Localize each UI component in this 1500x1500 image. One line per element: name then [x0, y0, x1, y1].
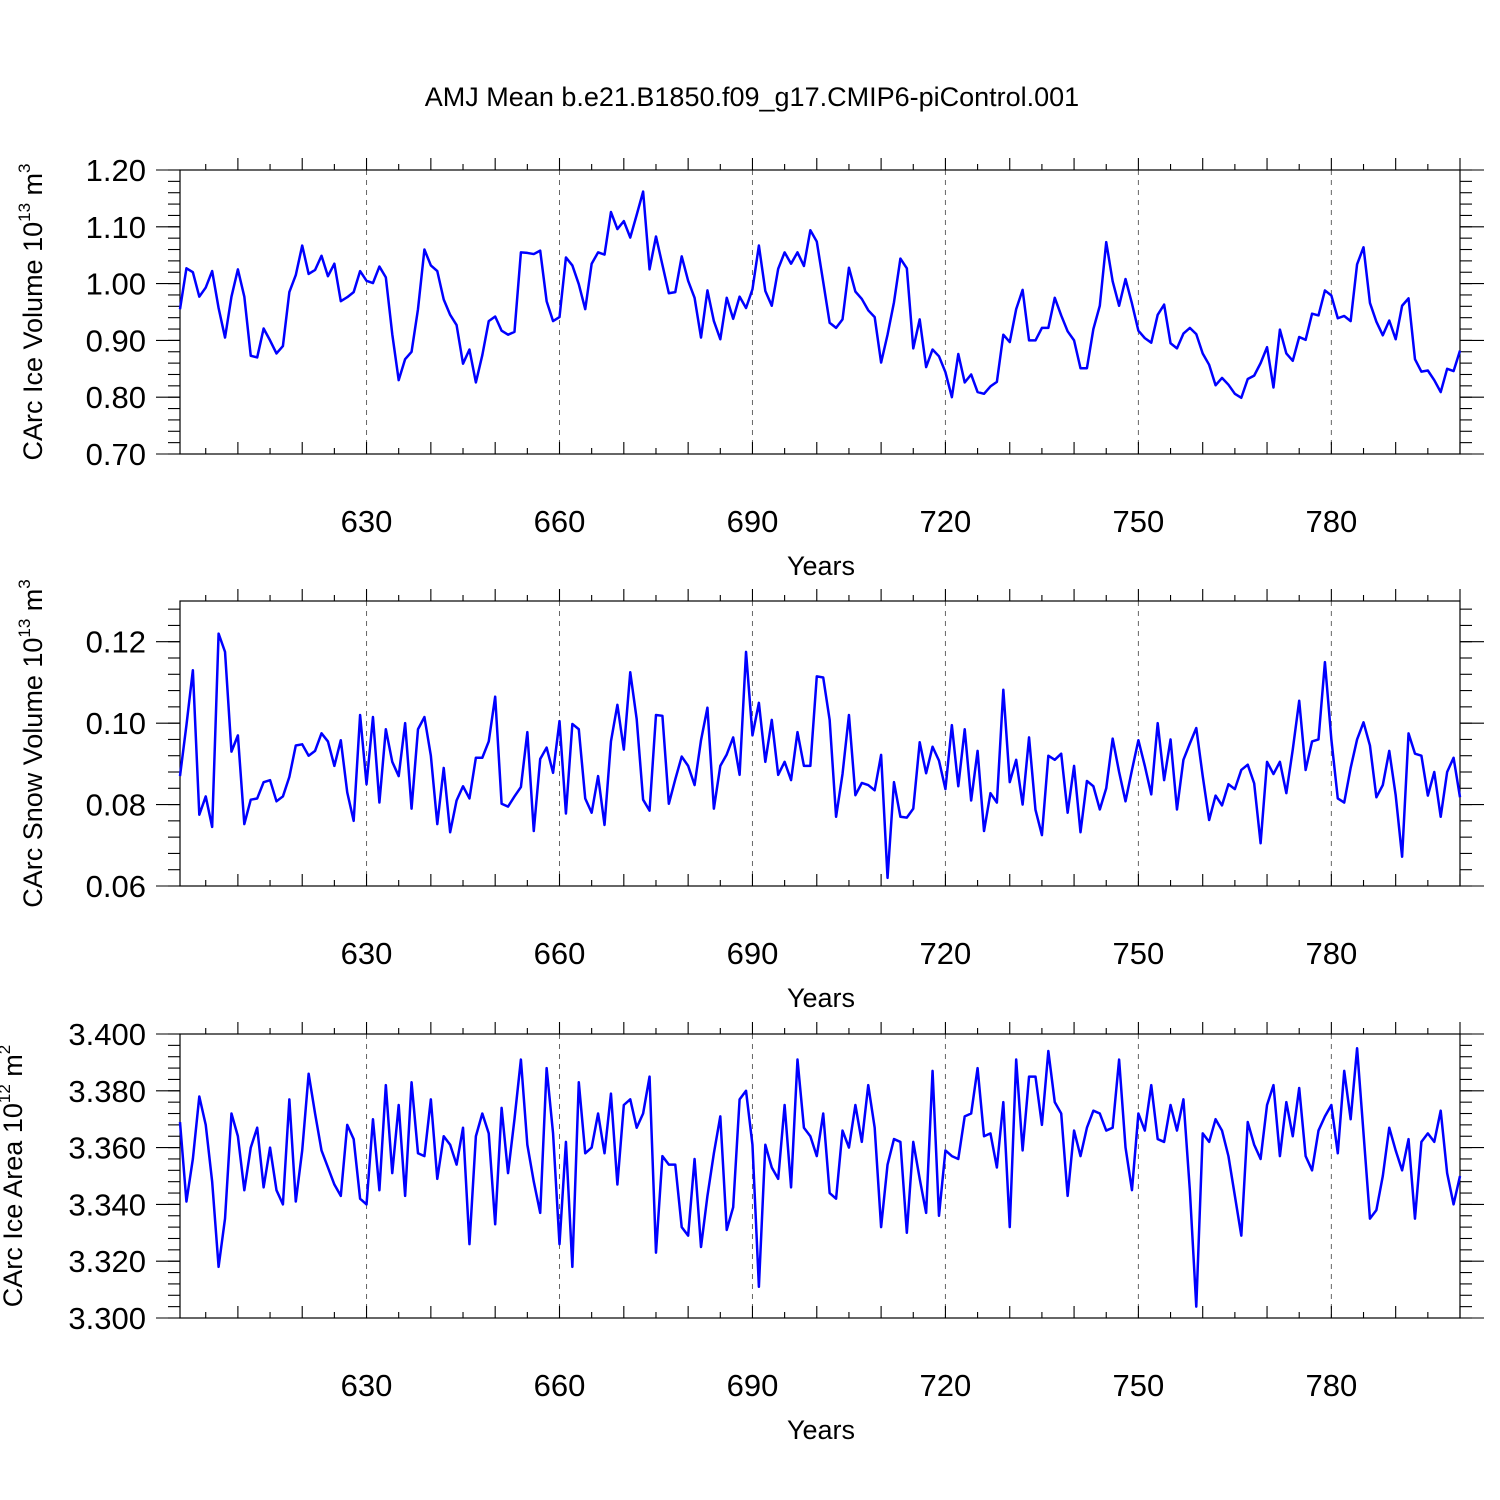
- y-tick-label: 3.300: [68, 1301, 146, 1336]
- y-axis-label-text: m: [0, 1054, 28, 1084]
- y-tick-label: 3.320: [68, 1244, 146, 1279]
- panel-ice-volume: 630 660 690 720 750 780 Years 0.70 0.80 0.90 1.00 1…: [15, 153, 1484, 581]
- series-line-ice-area: [178, 1046, 1462, 1308]
- y-tick-label: 0.12: [86, 625, 146, 660]
- x-tick-label: 660: [534, 936, 586, 971]
- y-tick-label: 0.06: [86, 869, 146, 904]
- x-axis-label: Years: [787, 1415, 855, 1445]
- series-line-ice-volume: [178, 190, 1462, 400]
- x-tick-label: 780: [1305, 504, 1357, 539]
- y-tick-label: 3.360: [68, 1131, 146, 1166]
- y-tick-label: 1.10: [86, 210, 146, 245]
- y-tick-label: 0.70: [86, 437, 146, 472]
- y-axis-label-superscript: 12: [0, 1084, 14, 1103]
- x-tick-label: 630: [341, 936, 393, 971]
- plot-frame: [179, 600, 1461, 887]
- x-tick-label: 720: [920, 936, 972, 971]
- y-axis-label-text: m: [18, 589, 48, 619]
- x-tick-label: 660: [534, 1368, 586, 1403]
- y-axis-label-superscript: 3: [15, 579, 34, 588]
- plot-frame: [179, 1033, 1461, 1319]
- x-tick-label: 690: [727, 504, 779, 539]
- y-axis-label: CArc Ice Volume 1013 m3: [15, 163, 48, 460]
- x-tick-label: 630: [341, 504, 393, 539]
- x-tick-label: 780: [1305, 1368, 1357, 1403]
- y-tick-label: 1.00: [86, 267, 146, 302]
- y-axis-label-superscript: 2: [0, 1045, 14, 1054]
- y-tick-label: 3.400: [68, 1017, 146, 1052]
- y-tick-label: 0.90: [86, 323, 146, 358]
- y-tick-label: 0.10: [86, 706, 146, 741]
- panel-snow-volume: 630 660 690 720 750 780 Years 0.06 0.08 0.10 0.12 C…: [15, 579, 1484, 1013]
- y-tick-label: 0.08: [86, 788, 146, 823]
- y-axis-label: CArc Snow Volume 1013 m3: [15, 579, 48, 908]
- y-axis-label-text: CArc Ice Volume 10: [18, 222, 48, 461]
- panel-ice-area: 630 660 690 720 750 780 Years 3.300 3.320 3.340 3.…: [0, 1017, 1484, 1445]
- x-tick-label: 690: [727, 1368, 779, 1403]
- series-line-snow-volume: [178, 632, 1462, 880]
- y-axis-label: CArc Ice Area 1012 m2: [0, 1045, 28, 1308]
- x-tick-label: 750: [1113, 936, 1165, 971]
- figure-title: AMJ Mean b.e21.B1850.f09_g17.CMIP6-piCon…: [425, 82, 1079, 112]
- y-tick-label: 1.20: [86, 153, 146, 188]
- x-tick-label: 690: [727, 936, 779, 971]
- x-axis-label: Years: [787, 983, 855, 1013]
- x-tick-label: 750: [1113, 1368, 1165, 1403]
- x-tick-label: 750: [1113, 504, 1165, 539]
- y-axis-label-superscript: 13: [15, 203, 34, 222]
- plot-frame: [179, 169, 1461, 455]
- x-axis-label: Years: [787, 551, 855, 581]
- x-tick-label: 630: [341, 1368, 393, 1403]
- y-axis-label-text: CArc Snow Volume 10: [18, 638, 48, 908]
- x-tick-label: 720: [920, 1368, 972, 1403]
- y-tick-label: 0.80: [86, 380, 146, 415]
- y-tick-label: 3.380: [68, 1074, 146, 1109]
- y-tick-label: 3.340: [68, 1187, 146, 1222]
- y-axis-label-superscript: 3: [15, 163, 34, 172]
- y-axis-label-text: CArc Ice Area 10: [0, 1103, 28, 1307]
- y-axis-label-superscript: 13: [15, 619, 34, 638]
- y-axis-label-text: m: [18, 173, 48, 203]
- x-tick-label: 660: [534, 504, 586, 539]
- x-tick-label: 780: [1305, 936, 1357, 971]
- x-tick-label: 720: [920, 504, 972, 539]
